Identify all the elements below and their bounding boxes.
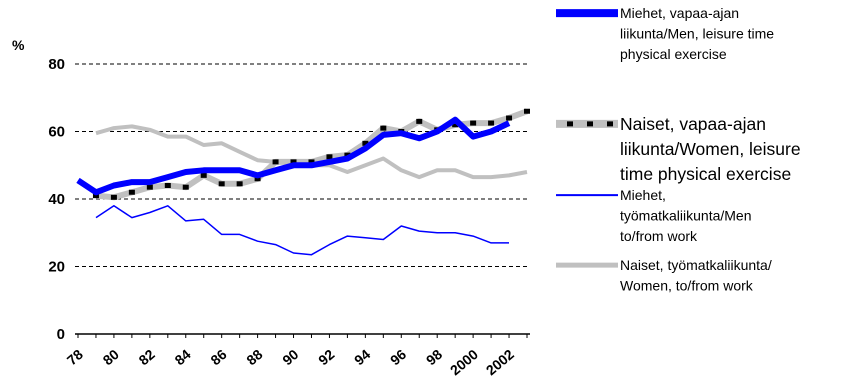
x-tick-label: 78 (64, 346, 86, 368)
legend: Miehet, vapaa-ajan liikunta/Men, leisure … (556, 5, 801, 294)
x-tick-label: 88 (243, 346, 265, 368)
x-tick-label: 92 (315, 346, 337, 368)
x-tick-label: 98 (423, 346, 445, 368)
series-women-leisure-marker (164, 183, 171, 188)
series-lines (76, 108, 530, 256)
x-tick-label: 90 (279, 346, 301, 368)
series-women-leisure-marker (254, 176, 261, 182)
series-women-commute-line (95, 124, 528, 180)
x-tick-label: 82 (136, 346, 158, 368)
x-tick-label: 2000 (447, 346, 481, 378)
legend-entry: Naiset, vapaa-ajan liikunta/Women, leisur… (556, 114, 801, 184)
series-women-leisure-marker (506, 115, 513, 121)
x-tick-label: 80 (100, 346, 122, 368)
series-women-leisure-marker (380, 125, 387, 131)
legend-swatch-marker (607, 121, 613, 127)
series-women-leisure-marker (488, 120, 495, 126)
series-women-leisure-marker (362, 140, 369, 146)
legend-label: Miehet, työmatkaliikunta/Men to/from work (620, 187, 752, 244)
y-tick-label: 60 (48, 124, 65, 141)
series-women-leisure-marker (524, 108, 530, 114)
series-women-leisure-marker (326, 154, 333, 160)
legend-label: Miehet, vapaa-ajan liikunta/Men, leisure … (620, 5, 774, 62)
series-men-commute-line (95, 205, 509, 256)
x-tick-label: 86 (207, 346, 229, 368)
y-axis-unit-label: % (12, 37, 25, 53)
legend-swatch-marker (567, 121, 573, 127)
series-women-leisure-marker (470, 120, 477, 126)
axes: 0 20 40 60 80% 78 80 82 84 86 88 90 92 94 96 98 2000 2002 (12, 37, 530, 378)
series-women-leisure-marker (416, 118, 423, 124)
series-women-leisure-marker (200, 172, 207, 178)
y-tick-label: 20 (48, 259, 65, 276)
series-women-leisure-marker (308, 159, 315, 165)
series-women-leisure-marker (218, 181, 225, 187)
series-women-leisure-marker (272, 159, 279, 165)
x-tick-label: 84 (171, 346, 193, 368)
legend-label: Naiset, työmatkaliikunta/Women, to/from … (620, 257, 772, 294)
series-men-leisure-line (76, 116, 511, 196)
legend-label: Naiset, vapaa-ajan liikunta/Women, leisur… (620, 114, 801, 184)
y-tick-label: 80 (48, 56, 65, 73)
series-women-leisure-marker (110, 194, 117, 200)
gridlines (75, 63, 530, 267)
legend-entry: Miehet, työmatkaliikunta/Men to/from work (556, 187, 752, 244)
series-women-leisure-marker (236, 181, 243, 187)
series-women-leisure-marker (452, 122, 459, 128)
series-women-leisure-marker (146, 184, 153, 190)
series-women-leisure-marker (128, 189, 135, 195)
x-tick-label: 96 (387, 346, 409, 368)
series-women-leisure-marker (290, 159, 297, 165)
x-tick-label: 2002 (483, 346, 517, 378)
legend-swatch-marker (587, 121, 593, 127)
series-women-leisure-marker (182, 184, 189, 190)
legend-entry: Miehet, vapaa-ajan liikunta/Men, leisure … (556, 5, 774, 62)
y-tick-label: 40 (48, 191, 65, 208)
series-women-leisure-marker (92, 193, 99, 199)
y-tick-label: 0 (57, 326, 65, 343)
legend-entry: Naiset, työmatkaliikunta/Women, to/from … (556, 257, 772, 294)
x-tick-label: 94 (351, 346, 373, 368)
